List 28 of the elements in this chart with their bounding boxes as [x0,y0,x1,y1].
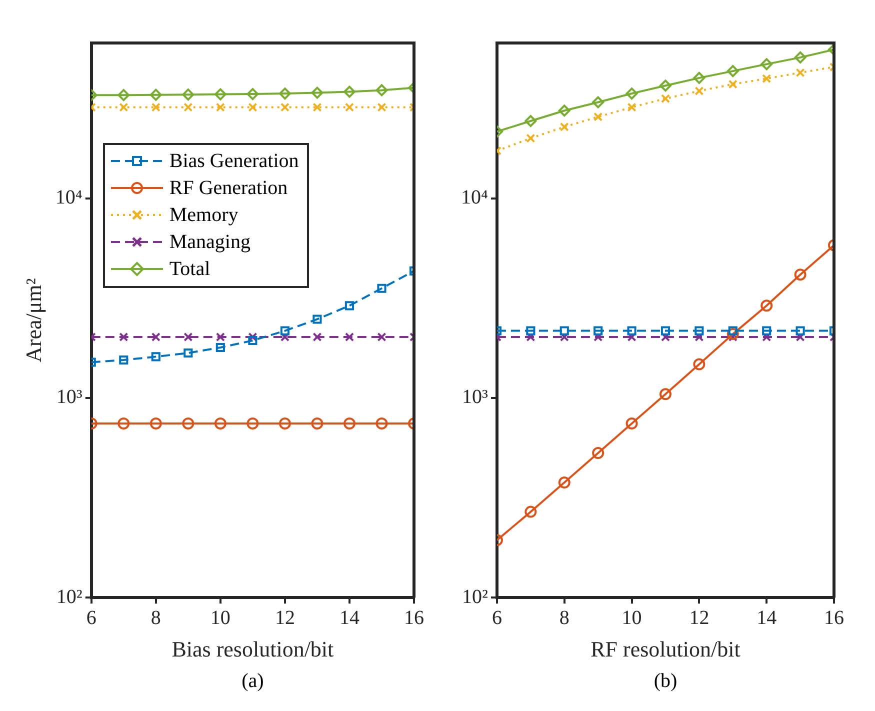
x-tick-label: 6 [86,606,96,629]
y-tick-label: 10⁴ [460,186,488,209]
x-tick-label: 8 [150,606,161,629]
legend-label: Total [169,258,210,281]
x-tick-label: 14 [756,606,777,629]
x-axis-title: RF resolution/bit [590,636,740,662]
y-tick-label: 10⁴ [55,186,82,209]
x-tick-label: 6 [492,606,502,629]
x-tick-label: 10 [210,606,230,629]
legend-label: Managing [169,230,250,254]
legend-label: Bias Generation [169,150,299,173]
y-tick-label: 10³ [462,386,488,408]
x-tick-label: 16 [824,606,844,629]
x-tick-label: 16 [404,606,424,629]
x-tick-label: 10 [622,606,642,629]
x-tick-label: 8 [559,606,570,629]
y-tick-label: 10² [462,586,488,608]
text: (a) [240,670,265,693]
y-tick-label: 10² [56,586,82,608]
text: (b) [652,670,678,693]
legend-label: RF Generation [169,176,288,200]
x-axis-title: Bias resolution/bit [172,636,334,662]
x-tick-label: 12 [274,606,295,629]
legend-label: Memory [169,204,238,227]
y-tick-label: 10³ [56,386,82,408]
y-axis-title: Area/μm² [20,278,46,362]
x-tick-label: 12 [689,606,710,629]
x-tick-label: 14 [339,606,360,629]
